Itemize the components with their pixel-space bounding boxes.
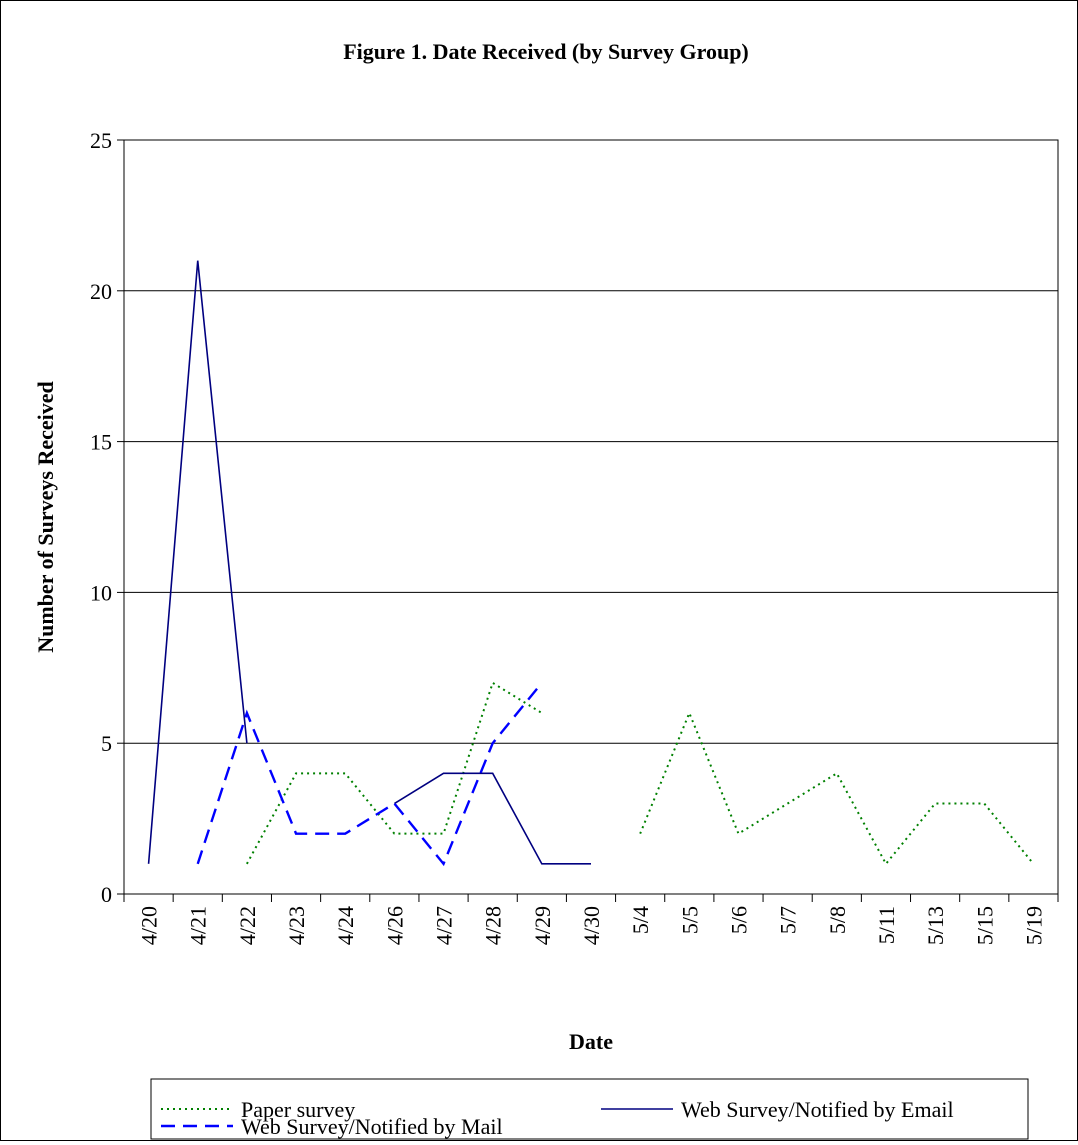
series-line bbox=[639, 710, 1035, 866]
legend-label: Web Survey/Notified by Mail bbox=[241, 1114, 503, 1139]
x-tick-label: 4/21 bbox=[186, 906, 211, 945]
x-tick-label: 5/11 bbox=[874, 906, 899, 944]
x-axis-title: Date bbox=[569, 1029, 613, 1054]
legend-box bbox=[150, 1078, 1029, 1140]
x-tick-label: 5/13 bbox=[923, 906, 948, 945]
y-tick-label: 5 bbox=[101, 731, 112, 756]
y-tick-label: 0 bbox=[101, 882, 112, 907]
series-line bbox=[393, 772, 591, 865]
chart-title: Figure 1. Date Received (by Survey Group… bbox=[343, 39, 749, 64]
y-tick-label: 20 bbox=[90, 279, 112, 304]
plot-area-border bbox=[123, 139, 1059, 895]
x-tick-label: 5/8 bbox=[825, 906, 850, 934]
x-tick-label: 5/7 bbox=[776, 906, 801, 934]
x-tick-label: 4/20 bbox=[137, 906, 162, 945]
y-tick-label: 15 bbox=[90, 430, 112, 455]
x-tick-label: 5/4 bbox=[628, 906, 653, 934]
series-line bbox=[196, 682, 543, 867]
x-axis-ticks: 4/20 4/21 4/22 4/23 4/24 4/26 4/27 4/28 4/29 4/30… bbox=[123, 894, 1059, 945]
legend-label: Paper survey bbox=[241, 1097, 355, 1122]
x-tick-label: 5/19 bbox=[1021, 906, 1046, 945]
x-tick-label: 5/15 bbox=[972, 906, 997, 945]
y-axis-title: Number of Surveys Received bbox=[33, 381, 58, 653]
x-tick-label: 4/30 bbox=[579, 906, 604, 945]
y-tick-label: 10 bbox=[90, 580, 112, 605]
gridlines bbox=[124, 139, 1058, 744]
x-tick-label: 4/23 bbox=[284, 906, 309, 945]
x-tick-label: 4/26 bbox=[382, 906, 407, 945]
y-axis-ticks: 0 5 10 15 20 25 bbox=[90, 128, 124, 907]
y-tick-label: 25 bbox=[90, 128, 112, 153]
x-tick-label: 5/5 bbox=[677, 906, 702, 934]
x-tick-label: 4/22 bbox=[235, 906, 260, 945]
series-lines bbox=[147, 260, 1035, 867]
x-tick-label: 5/6 bbox=[726, 906, 751, 934]
x-tick-label: 4/24 bbox=[333, 906, 358, 945]
series-line bbox=[246, 681, 543, 865]
x-tick-label: 4/29 bbox=[530, 906, 555, 945]
x-tick-label: 4/28 bbox=[481, 906, 506, 945]
legend: Paper survey Web Survey/Notified by Email… bbox=[161, 1097, 954, 1139]
legend-label: Web Survey/Notified by Email bbox=[681, 1097, 954, 1122]
series-line bbox=[147, 260, 248, 864]
x-tick-label: 4/27 bbox=[432, 906, 457, 945]
